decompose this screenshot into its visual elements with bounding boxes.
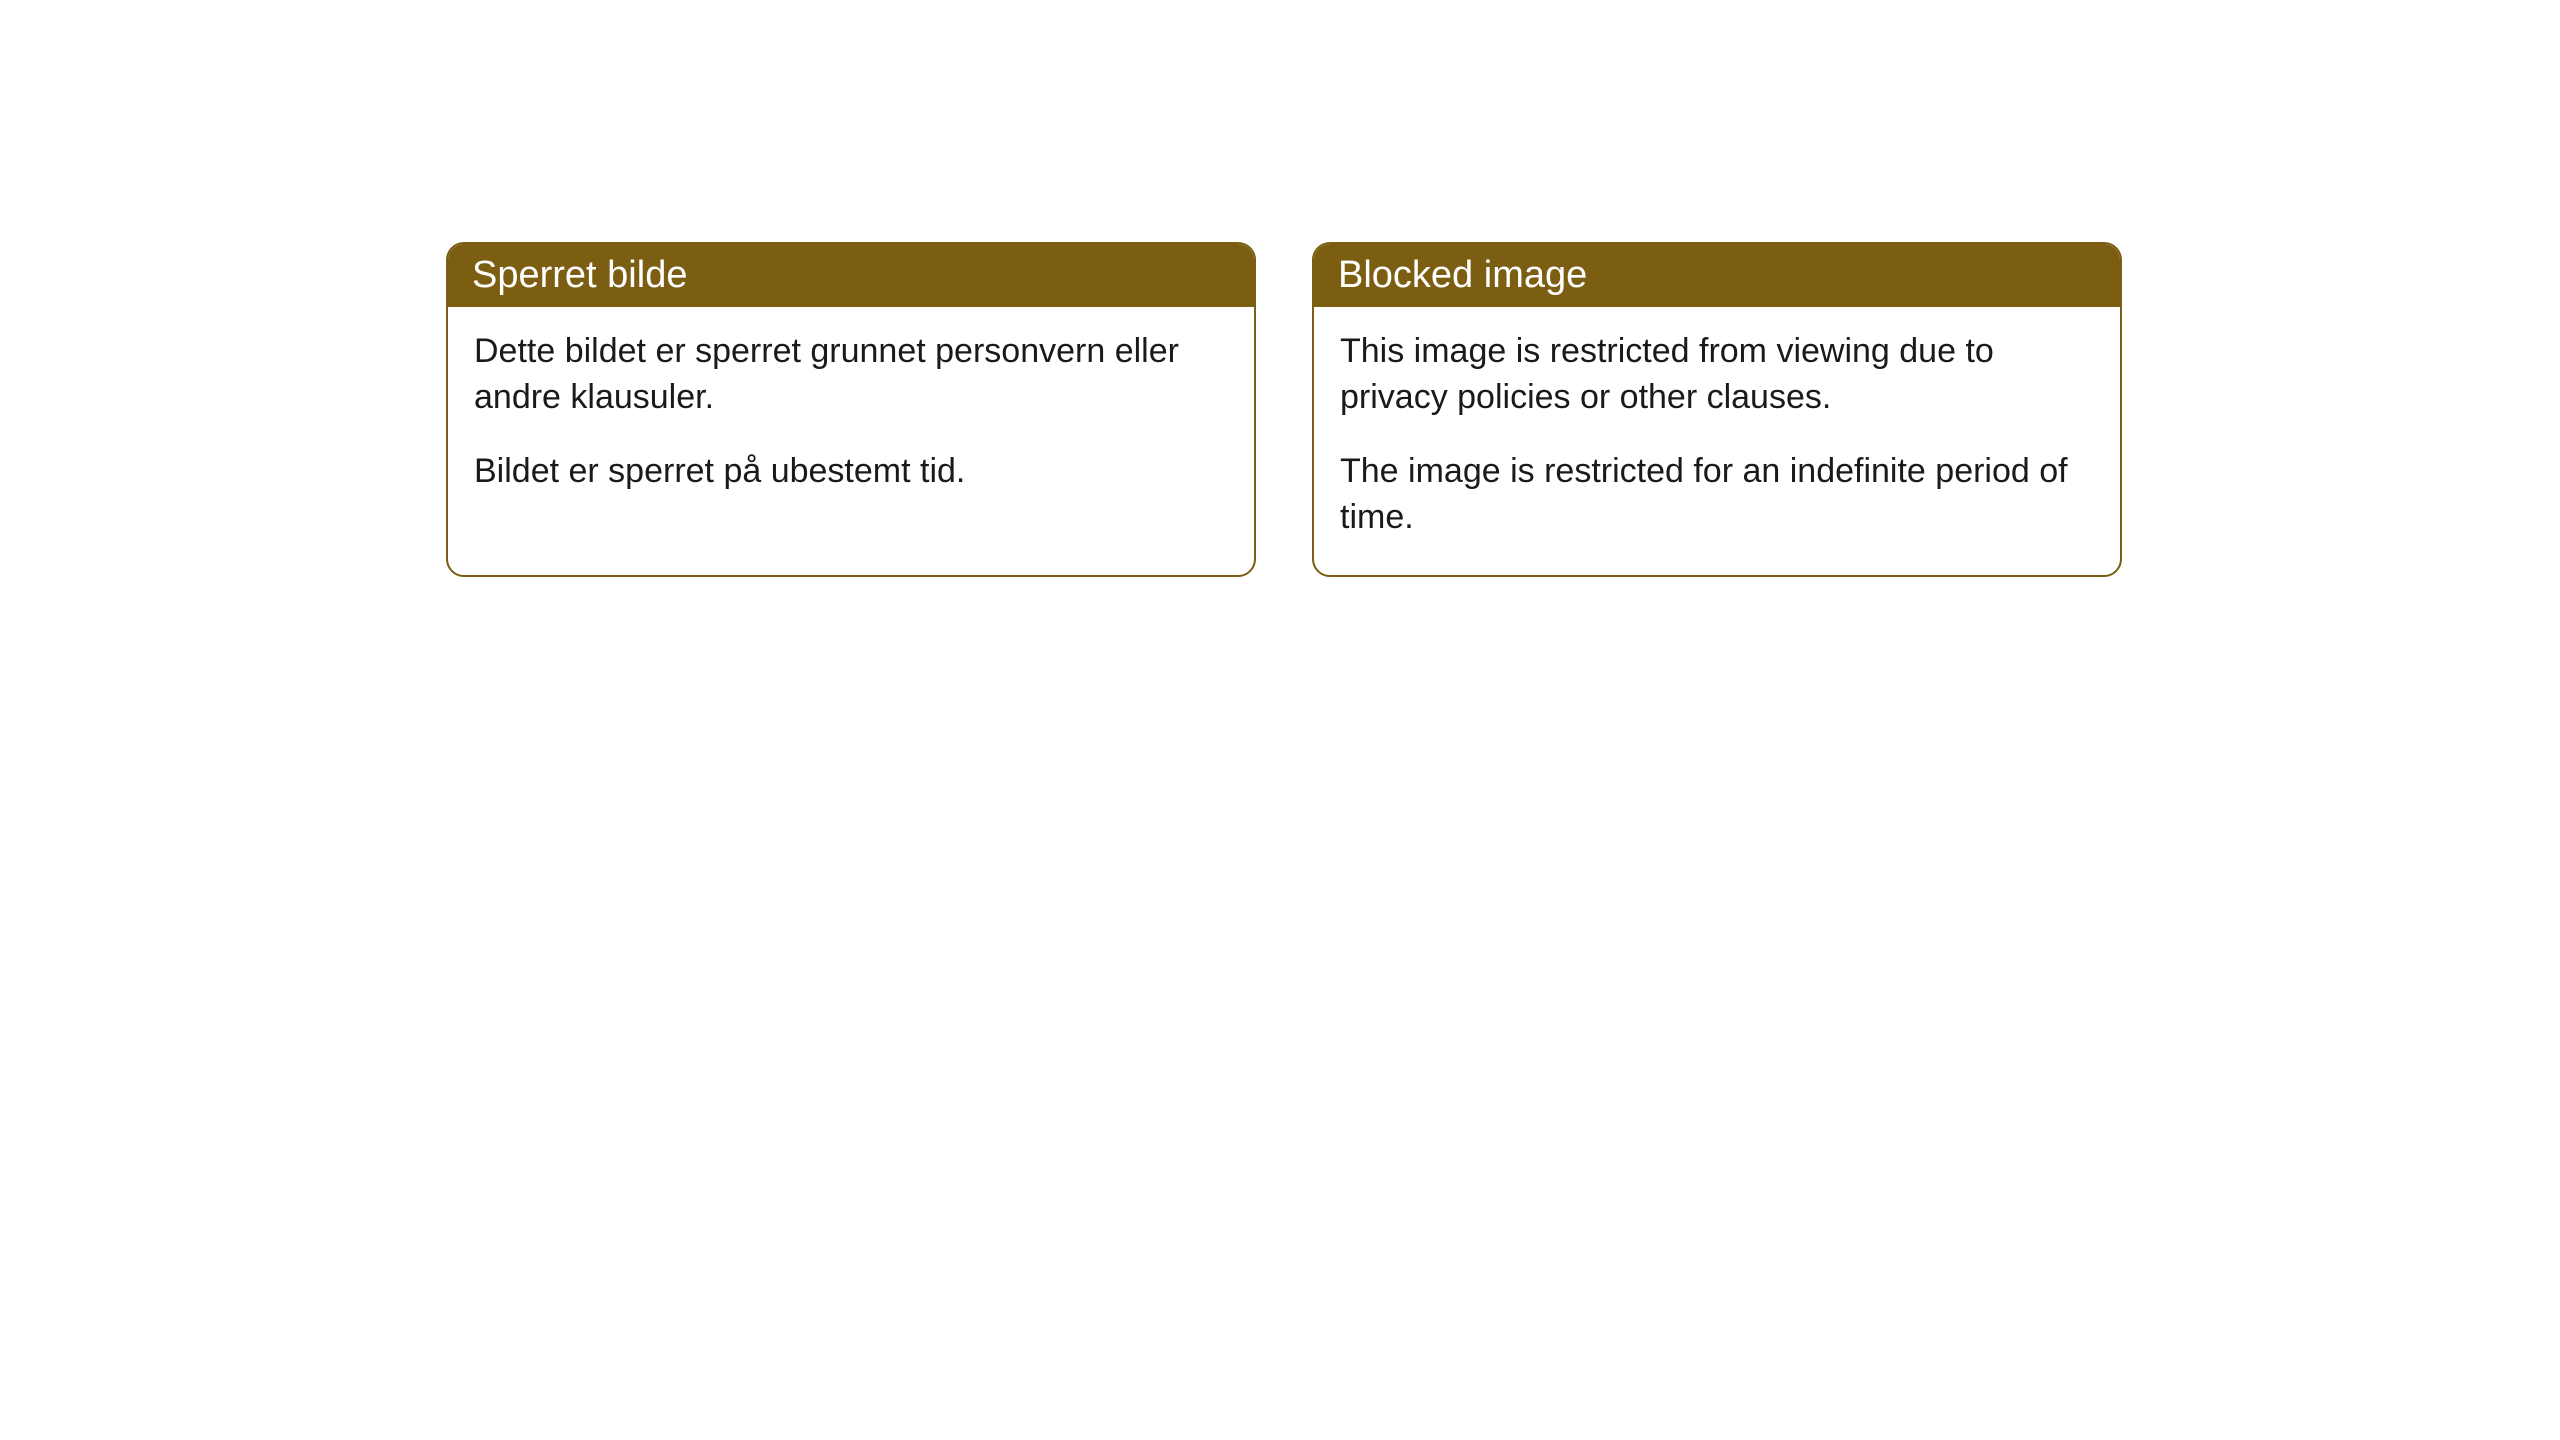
card-title-english: Blocked image (1338, 254, 1587, 296)
card-text-english-p1: This image is restricted from viewing du… (1340, 329, 2094, 421)
card-header-english: Blocked image (1314, 244, 2120, 307)
card-text-norwegian-p2: Bildet er sperret på ubestemt tid. (474, 449, 1228, 495)
card-title-norwegian: Sperret bilde (472, 254, 687, 296)
notice-cards-container: Sperret bilde Dette bildet er sperret gr… (446, 242, 2122, 577)
notice-card-norwegian: Sperret bilde Dette bildet er sperret gr… (446, 242, 1256, 577)
card-header-norwegian: Sperret bilde (448, 244, 1254, 307)
card-body-english: This image is restricted from viewing du… (1314, 307, 2120, 575)
card-body-norwegian: Dette bildet er sperret grunnet personve… (448, 307, 1254, 529)
notice-card-english: Blocked image This image is restricted f… (1312, 242, 2122, 577)
card-text-english-p2: The image is restricted for an indefinit… (1340, 449, 2094, 541)
card-text-norwegian-p1: Dette bildet er sperret grunnet personve… (474, 329, 1228, 421)
